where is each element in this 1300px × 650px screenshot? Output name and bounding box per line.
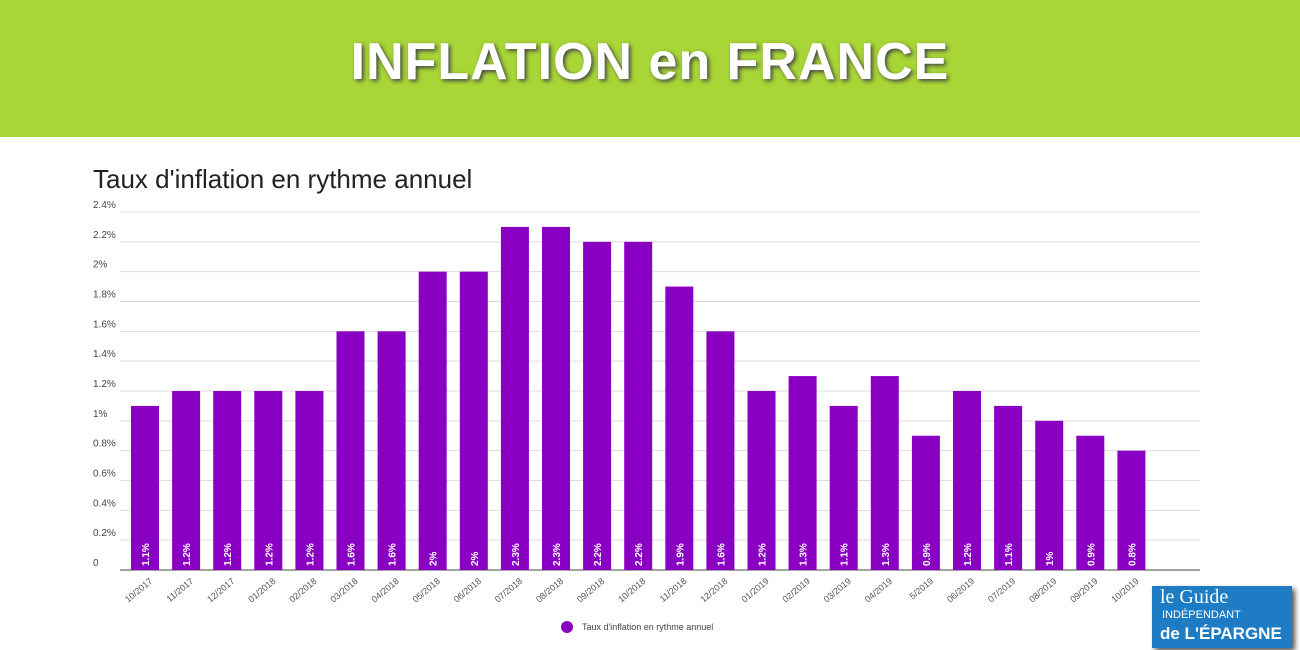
data-label: 1.9% — [675, 543, 686, 566]
data-label: 2.2% — [593, 543, 604, 566]
legend-label: Taux d'inflation en rythme annuel — [582, 622, 713, 632]
y-tick-label: 0.8% — [93, 439, 116, 450]
x-tick-label: 07/2018 — [493, 576, 524, 605]
bar — [788, 376, 817, 570]
logo-text-guide: le Guide — [1160, 586, 1229, 608]
data-label: 2.3% — [552, 543, 563, 566]
bar — [295, 391, 324, 570]
y-tick-label: 2.4% — [93, 200, 116, 211]
y-tick-label: 1.8% — [93, 290, 116, 301]
data-label: 1.2% — [305, 543, 316, 566]
y-tick-label: 0.2% — [93, 528, 116, 539]
y-tick-label: 1% — [93, 409, 108, 420]
data-label: 1.1% — [141, 543, 152, 566]
x-tick-label: 06/2018 — [452, 576, 483, 605]
data-label: 1.3% — [881, 543, 892, 566]
x-tick-label: 10/2017 — [123, 576, 154, 605]
data-label: 1.2% — [758, 543, 769, 566]
bar — [747, 391, 776, 570]
x-tick-label: 05/2018 — [411, 576, 442, 605]
guide-epargne-logo: le Guide INDÉPENDANT de L'ÉPARGNE — [1152, 586, 1292, 648]
data-label: 2.2% — [634, 543, 645, 566]
data-label: 1.3% — [799, 543, 810, 566]
x-tick-label: 10/2019 — [1109, 576, 1140, 605]
y-tick-label: 1.4% — [93, 349, 116, 360]
data-label: 1.2% — [963, 543, 974, 566]
x-tick-label: 11/2018 — [658, 576, 689, 604]
y-tick-label: 1.6% — [93, 319, 116, 330]
data-label: 0.8% — [1127, 543, 1138, 566]
bar — [706, 331, 735, 570]
bar — [213, 391, 242, 570]
bar — [953, 391, 981, 570]
chart-title: Taux d'inflation en rythme annuel — [93, 164, 473, 194]
data-label: 1.6% — [347, 543, 358, 566]
y-tick-label: 0.4% — [93, 498, 116, 509]
x-tick-label: 01/2018 — [246, 576, 277, 605]
bar — [829, 405, 858, 570]
data-label: 1.2% — [182, 543, 193, 566]
bar — [418, 271, 447, 570]
x-tick-label: 5/2019 — [908, 576, 936, 601]
bar — [459, 271, 488, 570]
data-label: 0.9% — [922, 543, 933, 566]
legend-marker — [561, 621, 573, 633]
bar — [1117, 450, 1146, 570]
data-label: 1% — [1045, 551, 1056, 566]
x-tick-label: 08/2019 — [1027, 576, 1058, 605]
bar — [500, 226, 529, 570]
bar — [172, 391, 201, 570]
data-label: 1.2% — [223, 543, 234, 566]
x-tick-label: 07/2019 — [986, 576, 1017, 605]
bar — [583, 241, 612, 571]
x-tick-label: 08/2018 — [534, 576, 565, 605]
logo-text-epargne: de L'ÉPARGNE — [1160, 624, 1282, 643]
x-tick-label: 11/2017 — [165, 576, 196, 604]
data-label: 1.1% — [1004, 543, 1015, 566]
x-tick-label: 09/2018 — [575, 576, 606, 605]
x-tick-label: 06/2019 — [945, 576, 976, 605]
bar — [131, 405, 159, 570]
x-tick-label: 03/2018 — [328, 576, 359, 605]
x-tick-label: 12/2018 — [698, 576, 729, 605]
data-label: 1.1% — [840, 543, 851, 566]
x-tick-label: 12/2017 — [205, 576, 236, 605]
bar — [1076, 435, 1105, 570]
data-label: 2.3% — [511, 543, 522, 566]
y-tick-label: 0 — [93, 558, 99, 569]
x-tick-label: 10/2018 — [616, 576, 647, 605]
logo-text-independant: INDÉPENDANT — [1162, 609, 1241, 621]
bar — [336, 331, 365, 570]
x-tick-label: 02/2019 — [781, 576, 812, 605]
x-tick-label: 02/2018 — [287, 576, 318, 605]
data-label: 1.2% — [264, 543, 275, 566]
x-tick-label: 01/2019 — [739, 576, 770, 605]
data-label: 1.6% — [388, 543, 399, 566]
data-label: 0.9% — [1086, 543, 1097, 566]
y-tick-label: 0.6% — [93, 469, 116, 480]
bar — [665, 286, 694, 570]
bar — [624, 241, 653, 571]
bar — [1035, 420, 1064, 570]
x-tick-label: 09/2019 — [1068, 576, 1099, 605]
data-label: 2% — [470, 551, 481, 566]
bar — [911, 435, 940, 570]
x-tick-label: 04/2019 — [863, 576, 894, 605]
y-tick-label: 2.2% — [93, 230, 116, 241]
bar — [377, 331, 406, 570]
header-banner: INFLATION en FRANCE — [0, 0, 1300, 137]
bar — [542, 226, 570, 570]
data-label: 2% — [429, 551, 440, 566]
y-tick-label: 2% — [93, 260, 108, 271]
bar — [254, 391, 283, 570]
data-label: 1.6% — [716, 543, 727, 566]
y-tick-label: 1.2% — [93, 379, 116, 390]
x-tick-label: 03/2019 — [822, 576, 853, 605]
header-title: INFLATION en FRANCE — [350, 33, 950, 91]
x-tick-label: 04/2018 — [370, 576, 401, 605]
bar — [870, 376, 899, 570]
bar — [994, 405, 1023, 570]
